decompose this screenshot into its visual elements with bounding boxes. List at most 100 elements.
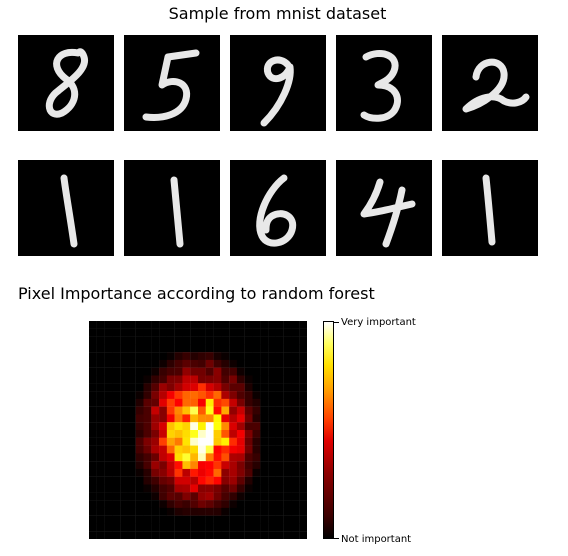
heatmap-cell — [190, 398, 199, 407]
heatmap-cell — [127, 398, 136, 407]
heatmap-cell — [299, 414, 307, 423]
heatmap-cell — [182, 321, 191, 329]
heatmap-cell — [135, 422, 144, 431]
heatmap-cell — [213, 515, 222, 524]
heatmap-cell — [104, 523, 113, 532]
heatmap-cell — [104, 406, 113, 415]
heatmap-cell — [198, 523, 206, 532]
heatmap-cell — [112, 445, 121, 454]
heatmap-cell — [229, 445, 238, 454]
heatmap-cell — [291, 391, 300, 400]
heatmap-cell — [275, 383, 284, 392]
heatmap-cell — [89, 484, 97, 493]
heatmap-cell — [260, 484, 269, 493]
heatmap-cell — [221, 507, 230, 516]
heatmap-cell — [283, 344, 292, 353]
heatmap-cell — [135, 367, 144, 376]
heatmap-cell — [283, 492, 292, 501]
heatmap-cell — [275, 406, 284, 415]
heatmap-cell — [299, 453, 307, 462]
heatmap-cell — [213, 383, 222, 392]
heatmap-cell — [198, 344, 206, 353]
heatmap-cell — [104, 383, 113, 392]
heatmap-cell — [260, 321, 269, 329]
heatmap-cell — [275, 437, 284, 446]
heatmap-cell — [174, 414, 183, 423]
heatmap-cell — [275, 445, 284, 454]
heatmap-cell — [291, 531, 300, 539]
heatmap-cell — [299, 484, 307, 493]
heatmap-cell — [135, 398, 144, 407]
heatmap-cell — [260, 445, 269, 454]
heatmap-cell — [275, 468, 284, 477]
heatmap-cell — [275, 336, 284, 345]
heatmap-cell — [244, 414, 253, 423]
heatmap-cell — [190, 507, 199, 516]
heatmap-cell — [166, 461, 175, 470]
heatmap-cell — [112, 344, 121, 353]
colorbar-high-label: Very important — [341, 317, 416, 328]
heatmap-cell — [221, 468, 230, 477]
heatmap-cell — [135, 391, 144, 400]
heatmap-cell — [135, 468, 144, 477]
heatmap-cell — [127, 352, 136, 361]
heatmap-cell — [112, 414, 121, 423]
heatmap-cell — [182, 453, 191, 462]
heatmap-cell — [166, 328, 175, 337]
heatmap-cell — [143, 430, 152, 438]
heatmap-cell — [244, 352, 253, 361]
heatmap-cell — [275, 422, 284, 431]
heatmap-cell — [244, 344, 253, 353]
heatmap-cell — [104, 375, 113, 384]
heatmap-cell — [96, 352, 105, 361]
heatmap-cell — [198, 437, 206, 446]
heatmap-cell — [205, 507, 214, 516]
heatmap-cell — [221, 367, 230, 376]
heatmap-cell — [244, 430, 253, 438]
heatmap-cell — [198, 445, 206, 454]
heatmap-cell — [135, 344, 144, 353]
heatmap-cell — [143, 398, 152, 407]
heatmap-cell — [299, 468, 307, 477]
heatmap-cell — [96, 344, 105, 353]
heatmap-cell — [229, 492, 238, 501]
heatmap-cell — [104, 414, 113, 423]
heatmap-cell — [268, 468, 277, 477]
heatmap-cell — [244, 383, 253, 392]
heatmap-cell — [166, 476, 175, 485]
heatmap-cell — [174, 352, 183, 361]
heatmap-cell — [104, 437, 113, 446]
heatmap-cell — [174, 383, 183, 392]
heatmap-cell — [151, 367, 160, 376]
heatmap-cell — [151, 321, 160, 329]
heatmap-cell — [120, 468, 129, 477]
heatmap-cell — [229, 383, 238, 392]
heatmap-cell — [120, 391, 129, 400]
heatmap-cell — [151, 430, 160, 438]
heatmap-cell — [236, 461, 245, 470]
heatmap-cell — [182, 492, 191, 501]
heatmap-cell — [112, 321, 121, 329]
heatmap-cell — [244, 461, 253, 470]
heatmap-cell — [96, 391, 105, 400]
heatmap-cell — [190, 359, 199, 368]
heatmap-cell — [112, 422, 121, 431]
heatmap-cell — [174, 531, 183, 539]
heatmap-cell — [268, 352, 277, 361]
heatmap-cell — [96, 359, 105, 368]
heatmap-cell — [252, 484, 261, 493]
heatmap-cell — [143, 500, 152, 509]
heatmap-cell — [190, 523, 199, 532]
heatmap-cell — [205, 476, 214, 485]
heatmap-cell — [166, 375, 175, 384]
heatmap-cell — [151, 406, 160, 415]
heatmap-cell — [89, 352, 97, 361]
heatmap-cell — [112, 507, 121, 516]
heatmap-cell — [120, 321, 129, 329]
heatmap-cell — [151, 461, 160, 470]
heatmap-cell — [135, 328, 144, 337]
heatmap-cell — [112, 391, 121, 400]
heatmap-cell — [159, 484, 168, 493]
heatmap-cell — [104, 430, 113, 438]
heatmap-cell — [159, 422, 168, 431]
